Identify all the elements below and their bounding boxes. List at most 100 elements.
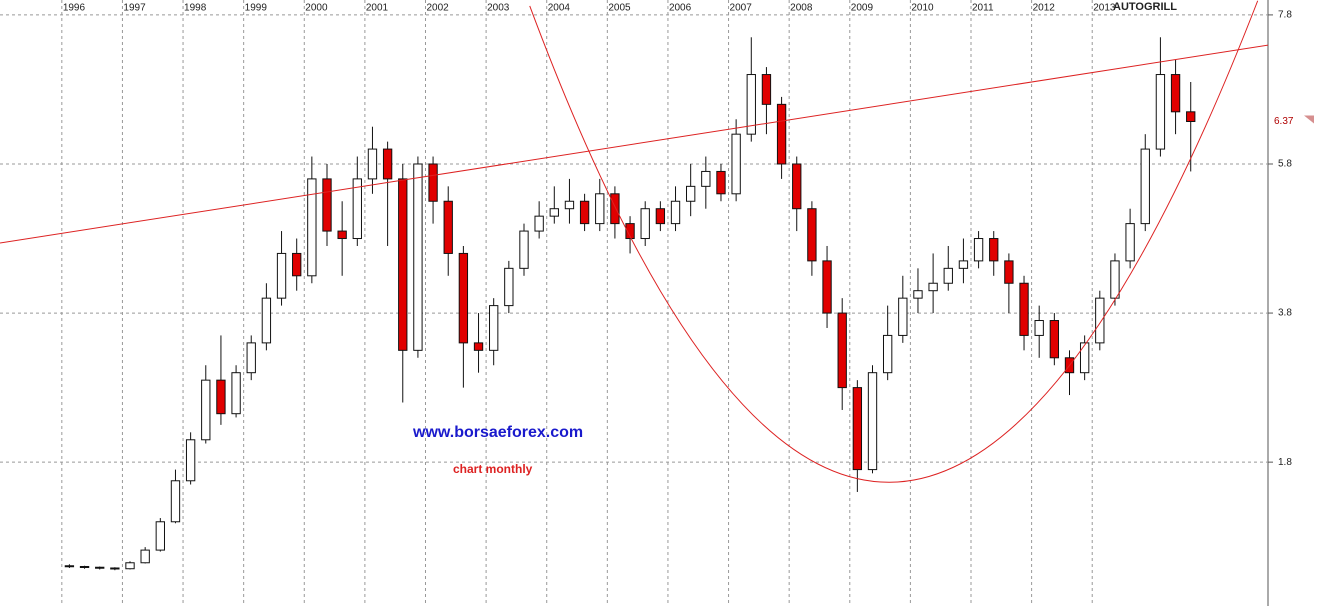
candle-body — [686, 185, 696, 202]
candle-body — [928, 282, 938, 292]
y-tick-label: 7.8 — [1278, 10, 1292, 21]
x-tick-label: 2001 — [366, 3, 389, 14]
y-tick-label: 1.8 — [1278, 457, 1292, 468]
candle-body — [246, 342, 256, 374]
candle-body — [913, 290, 923, 299]
x-tick-label: 2011 — [972, 3, 994, 14]
candle-body — [943, 267, 953, 284]
candle-body — [473, 342, 484, 351]
y-tick-label: 5.8 — [1278, 159, 1292, 170]
candle-body — [125, 562, 135, 570]
candle-body — [261, 297, 272, 344]
candle-body — [852, 387, 863, 471]
x-tick-label: 2003 — [487, 3, 510, 14]
candle-body — [216, 379, 226, 415]
candle-body — [110, 567, 120, 570]
candle-body — [1140, 148, 1150, 225]
x-tick-label: 2004 — [548, 3, 571, 14]
candle-body — [95, 566, 105, 569]
candle-body — [882, 334, 893, 374]
candle-body — [595, 193, 605, 225]
x-tick-label: 1998 — [184, 3, 207, 14]
candle-body — [1170, 74, 1181, 113]
x-tick-label: 2008 — [790, 3, 813, 14]
candle-body — [989, 238, 999, 262]
candle-body — [731, 133, 741, 195]
candle-body — [1125, 223, 1135, 262]
candle-body — [822, 260, 832, 314]
candle-body — [746, 74, 756, 135]
candle-body — [837, 312, 847, 389]
cup-curve — [529, 0, 1259, 483]
candle-body — [292, 252, 302, 277]
x-tick-label: 1997 — [123, 3, 146, 14]
last-price-marker — [1304, 115, 1314, 124]
candle-body — [428, 163, 438, 202]
candle-body — [443, 200, 453, 254]
candle-body — [701, 170, 711, 187]
candle-body — [1049, 320, 1060, 359]
candle-body — [155, 521, 165, 551]
x-tick-label: 2006 — [669, 3, 692, 14]
candle-body — [367, 148, 378, 180]
candle-body — [716, 170, 726, 195]
candle-body — [201, 379, 211, 441]
chart-title: AUTOGRILL — [1113, 1, 1177, 13]
candle-body — [1095, 297, 1105, 344]
x-tick-label: 2007 — [730, 3, 753, 14]
candle-body — [807, 208, 817, 262]
x-tick-label: 2009 — [851, 3, 874, 14]
x-tick-label: 2002 — [426, 3, 449, 14]
candle-body — [140, 549, 150, 564]
candle-body — [79, 565, 90, 568]
chart-note: chart monthly — [453, 462, 533, 476]
x-tick-label: 2013 — [1093, 3, 1116, 14]
candle-body — [352, 178, 362, 240]
candle-body — [579, 200, 590, 225]
candle-body — [307, 178, 317, 277]
candle-body — [185, 439, 196, 482]
candle-body — [413, 163, 423, 351]
candle-body — [276, 252, 287, 299]
candle-body — [564, 200, 575, 210]
trendline — [0, 44, 1268, 244]
last-price-label: 6.37 — [1274, 116, 1294, 127]
candle-body — [761, 74, 772, 105]
candle-body — [322, 178, 332, 232]
candle-body — [549, 208, 559, 217]
candle-body — [170, 480, 181, 523]
candle-body — [1004, 260, 1014, 284]
candle-body — [1155, 74, 1166, 150]
candle-body — [519, 230, 529, 269]
candle-body — [504, 267, 514, 307]
x-tick-label: 2000 — [305, 3, 328, 14]
candle-body — [382, 148, 393, 180]
watermark: www.borsaeforex.com — [412, 424, 583, 441]
candle-body — [973, 238, 984, 262]
candle-body — [958, 260, 969, 269]
x-tick-label: 1996 — [63, 3, 86, 14]
candle-body — [1110, 260, 1120, 299]
x-tick-label: 2010 — [911, 3, 934, 14]
candle-body — [458, 252, 469, 344]
candle-body — [231, 372, 241, 415]
candle-body — [610, 193, 620, 225]
candle-body — [867, 372, 878, 471]
candle-body — [625, 223, 635, 240]
candle-body — [398, 178, 408, 351]
y-tick-label: 3.8 — [1278, 308, 1292, 319]
x-tick-label: 2005 — [608, 3, 631, 14]
candle-body — [1019, 282, 1029, 336]
candle-body — [534, 215, 544, 232]
candle-body — [898, 297, 908, 336]
candle-body — [792, 163, 802, 210]
x-tick-label: 1999 — [245, 3, 268, 14]
candle-body — [1079, 342, 1090, 374]
candle-body — [655, 208, 666, 225]
candle-body — [337, 230, 347, 240]
candle-body — [64, 565, 75, 568]
candle-body — [1186, 111, 1196, 122]
candle-body — [489, 305, 499, 351]
